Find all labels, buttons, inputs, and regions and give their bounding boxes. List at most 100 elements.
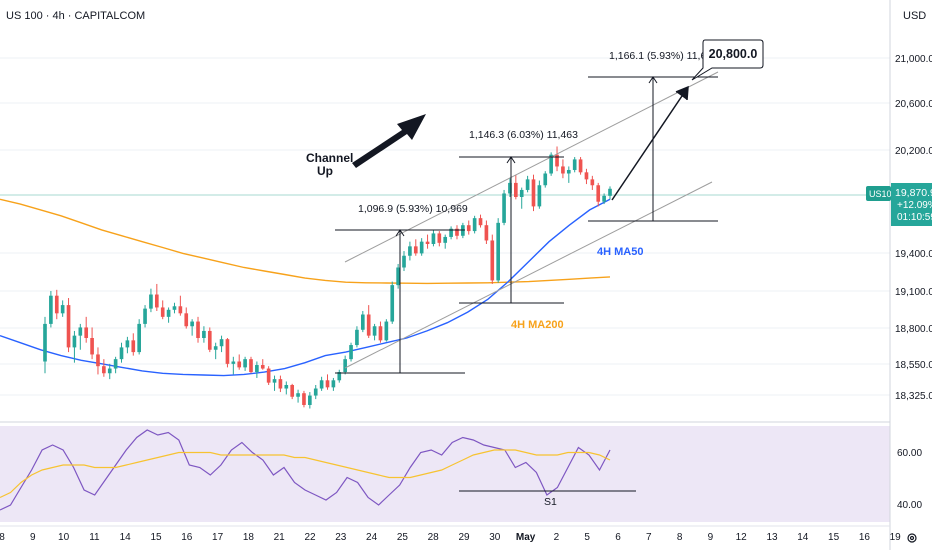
candle xyxy=(343,355,347,375)
candle xyxy=(60,300,65,317)
candle xyxy=(255,361,259,378)
candle xyxy=(225,338,230,368)
candle xyxy=(355,326,359,348)
candle xyxy=(419,238,424,256)
candle xyxy=(484,220,489,244)
channel-label-line2: Up xyxy=(317,164,333,178)
target-callout: 20,800.0 xyxy=(691,39,764,81)
channel-direction-arrow xyxy=(352,114,426,168)
time-tick: 2 xyxy=(554,532,560,543)
candle xyxy=(308,392,312,409)
time-axis: 8 9 10 11 14 15 16 17 18 21 22 23 24 25 28 29 30 May 2 5 6 7 8… xyxy=(0,532,901,543)
candle xyxy=(213,342,218,360)
rsi-ma-line xyxy=(0,449,611,499)
candle xyxy=(302,390,306,408)
time-tick: 30 xyxy=(489,532,501,543)
badge-price: 19,870.9 xyxy=(895,187,932,199)
candle xyxy=(219,335,224,353)
badge-change: +12.09% xyxy=(897,200,932,211)
candles-layer xyxy=(43,146,612,409)
currency-label: USD xyxy=(903,10,926,22)
candle xyxy=(313,385,318,400)
candle xyxy=(366,305,371,338)
price-tick: 18,550.0 xyxy=(895,360,932,371)
price-tick: 19,400.0 xyxy=(895,249,932,260)
candle xyxy=(160,300,165,320)
price-tick: 20,600.0 xyxy=(895,99,932,110)
badge-countdown: 01:10:59 xyxy=(897,212,932,223)
channel-upper-line xyxy=(344,71,719,263)
candle xyxy=(360,310,365,333)
time-tick: 9 xyxy=(30,532,36,543)
time-tick: 17 xyxy=(212,532,224,543)
time-tick: 21 xyxy=(274,532,286,543)
candle xyxy=(207,327,212,353)
candle xyxy=(478,214,483,228)
candle xyxy=(131,333,136,356)
candle xyxy=(337,369,342,383)
time-tick: 7 xyxy=(646,532,652,543)
candle xyxy=(107,363,112,380)
candle xyxy=(290,383,295,400)
candle xyxy=(84,316,89,343)
channel-label-line1: Channel xyxy=(306,151,353,165)
candle xyxy=(49,291,53,328)
candle xyxy=(537,180,542,209)
price-badge: US100 19,870.9 +12.09% 01:10:59 xyxy=(866,183,932,226)
candle xyxy=(608,186,612,200)
time-tick: 8 xyxy=(677,532,683,543)
rsi-tick: 60.00 xyxy=(897,448,922,459)
candle xyxy=(402,251,406,272)
candle xyxy=(154,283,159,311)
candle xyxy=(590,175,595,190)
rsi-line xyxy=(0,429,611,511)
time-tick: 15 xyxy=(828,532,840,543)
time-tick: 14 xyxy=(797,532,809,543)
ma50-line xyxy=(0,198,611,377)
candle xyxy=(425,234,430,249)
candle xyxy=(202,326,206,343)
candle xyxy=(496,218,501,283)
candle xyxy=(137,319,141,355)
candle xyxy=(54,289,59,320)
candle xyxy=(143,305,147,328)
time-tick: 29 xyxy=(458,532,470,543)
time-tick: 28 xyxy=(428,532,440,543)
candle xyxy=(172,302,177,314)
measure-1 xyxy=(335,229,465,374)
time-tick: 23 xyxy=(335,532,347,543)
measure-1-label: 1,096.9 (5.93%) 10,969 xyxy=(358,203,468,215)
measure-2-label: 1,146.3 (6.03%) 11,463 xyxy=(469,129,578,141)
settings-icon[interactable] xyxy=(907,533,917,543)
measure-3 xyxy=(588,76,718,222)
candle xyxy=(125,336,130,354)
rsi-tick: 40.00 xyxy=(897,500,922,511)
candle xyxy=(284,381,289,395)
candle xyxy=(72,330,77,363)
candle xyxy=(102,359,106,377)
candle xyxy=(519,187,524,209)
candle xyxy=(584,168,589,185)
badge-symbol: US100 xyxy=(869,189,897,199)
candle xyxy=(178,295,183,316)
candle xyxy=(90,327,94,360)
candle xyxy=(78,323,83,350)
time-tick: 14 xyxy=(120,532,132,543)
candle xyxy=(561,159,565,179)
price-tick: 18,800.0 xyxy=(895,324,932,335)
candle xyxy=(572,157,577,173)
ma200-label: 4H MA200 xyxy=(511,319,564,331)
candle xyxy=(596,182,601,207)
candle xyxy=(455,225,459,240)
price-tick: 20,200.0 xyxy=(895,146,932,157)
price-tick: 19,100.0 xyxy=(895,287,932,298)
symbol-title: US 100 · 4h · CAPITALCOM xyxy=(6,10,145,22)
time-tick: 16 xyxy=(181,532,193,543)
candle xyxy=(249,356,253,374)
candle xyxy=(578,157,583,175)
candle xyxy=(525,175,530,193)
candle xyxy=(549,152,553,176)
candle xyxy=(331,377,336,391)
candle xyxy=(149,288,153,313)
time-tick: 5 xyxy=(584,532,590,543)
